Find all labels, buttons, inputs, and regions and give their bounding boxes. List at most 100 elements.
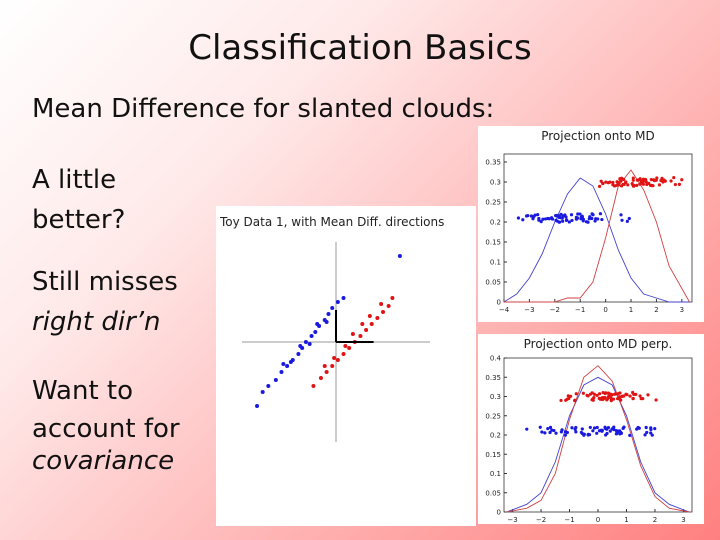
x-tick-label: 3 (680, 306, 684, 314)
bullet-2-line-2: right dir’n (32, 307, 161, 337)
projected-point-row-1 (540, 430, 544, 434)
x-tick-label: −1 (564, 516, 574, 524)
bullet-3-line-3: covariance (32, 446, 175, 476)
projected-point-row-1 (598, 212, 603, 216)
projected-point-row-1 (521, 218, 525, 222)
data-point-series-1 (307, 342, 312, 346)
projected-point-row-2 (635, 183, 639, 187)
data-point-series-2 (369, 322, 374, 326)
data-point-series-2 (341, 352, 346, 356)
projected-point-row-2 (654, 178, 658, 182)
projected-point-row-1 (595, 431, 599, 435)
data-point-series-2 (330, 364, 335, 368)
projected-point-row-2 (641, 397, 645, 401)
projected-point-row-1 (587, 217, 591, 221)
data-point-series-1 (330, 306, 335, 310)
y-tick-label: 0.15 (485, 239, 501, 247)
x-tick-label: 0 (603, 306, 607, 314)
projected-point-row-2 (654, 398, 658, 402)
data-point-series-1 (397, 254, 402, 258)
y-tick-label: 0.1 (490, 470, 501, 478)
y-tick-label: 0.05 (485, 489, 501, 497)
projected-point-row-2 (631, 183, 635, 187)
data-point-series-2 (390, 296, 395, 300)
data-point-series-2 (375, 316, 380, 320)
projected-point-row-2 (620, 394, 624, 398)
y-tick-label: 0.1 (490, 259, 501, 267)
projected-point-row-1 (516, 216, 521, 220)
projected-point-row-1 (538, 425, 542, 429)
projected-point-row-1 (564, 215, 568, 219)
projected-point-row-1 (532, 215, 536, 219)
projected-point-row-2 (657, 183, 662, 187)
projected-point-row-1 (570, 426, 574, 430)
projected-point-row-1 (575, 217, 579, 221)
projection-md-perp-plot: Projection onto MD perp. 0 0.05 0.1 0.15 0.2 0… (485, 337, 693, 524)
projected-point-row-1 (644, 425, 648, 430)
projected-point-row-1 (543, 431, 547, 435)
bullet-1: A little better? (32, 160, 125, 240)
projected-point-row-1 (590, 216, 594, 221)
projected-point-row-2 (604, 391, 608, 395)
projected-point-row-1 (604, 433, 608, 437)
chart-title: Projection onto MD (541, 129, 655, 143)
projected-point-row-2 (638, 182, 642, 186)
projected-point-row-2 (638, 394, 642, 398)
projected-point-row-1 (539, 220, 543, 224)
projected-point-row-2 (591, 398, 595, 402)
projected-point-row-2 (606, 395, 610, 399)
projected-point-row-2 (598, 392, 602, 396)
plot-frame (503, 153, 693, 303)
toy-data-figure: Toy Data 1, with Mean Diff. directions (216, 206, 476, 526)
chart-title: Toy Data 1, with Mean Diff. directions (219, 215, 444, 229)
projected-point-row-2 (592, 392, 596, 396)
data-point-series-1 (285, 364, 290, 368)
projected-point-row-2 (631, 390, 635, 395)
projected-point-row-1 (620, 218, 624, 222)
x-tick-label: 0 (596, 516, 600, 524)
projected-point-row-1 (565, 218, 569, 222)
projected-point-row-2 (619, 179, 623, 183)
projected-point-row-2 (662, 178, 666, 182)
projection-md-figure: Projection onto MD 0 0.05 0.1 0.15 0.2 0.25 0.3… (478, 126, 704, 322)
projected-point-row-1 (557, 215, 561, 220)
projected-point-row-1 (653, 426, 657, 431)
projected-point-row-1 (637, 426, 641, 430)
projected-point-row-2 (605, 398, 609, 402)
projected-point-row-1 (591, 429, 595, 433)
projected-point-row-1 (567, 220, 571, 224)
x-tick-label: −1 (575, 306, 585, 314)
data-point-series-1 (303, 340, 308, 344)
y-tick-label: 0 (497, 509, 501, 517)
data-point-series-1 (273, 378, 278, 382)
bullet-1-line-2: better? (32, 205, 126, 235)
data-point-series-1 (309, 334, 314, 338)
projected-point-row-1 (627, 216, 631, 221)
data-point-series-2 (360, 322, 365, 326)
data-point-series-1 (324, 320, 329, 324)
projected-point-row-1 (561, 219, 565, 223)
projected-point-row-2 (624, 180, 628, 185)
data-point-series-2 (343, 344, 348, 348)
projected-point-row-1 (557, 220, 562, 224)
projected-point-row-2 (604, 180, 608, 184)
slide-subtitle: Mean Difference for slanted clouds: (32, 94, 495, 124)
y-tick-label: 0.25 (485, 199, 501, 207)
projected-point-row-1 (621, 426, 625, 431)
projected-point-row-2 (595, 393, 599, 397)
y-tick-label: 0.3 (490, 179, 501, 187)
data-point-series-2 (322, 364, 327, 368)
projected-point-row-1 (552, 428, 556, 433)
projected-point-row-1 (584, 220, 589, 224)
projected-point-row-2 (588, 392, 593, 396)
projected-point-row-1 (590, 212, 594, 216)
y-tick-label: 0.15 (485, 451, 501, 459)
density-curve-1 (503, 177, 690, 303)
projected-point-row-1 (612, 428, 616, 432)
projected-point-row-1 (548, 430, 552, 435)
x-tick-label: −3 (507, 516, 517, 524)
projected-point-row-2 (598, 184, 602, 188)
projected-point-row-2 (599, 179, 603, 183)
projected-point-row-2 (626, 183, 630, 187)
projected-point-row-1 (546, 427, 550, 431)
